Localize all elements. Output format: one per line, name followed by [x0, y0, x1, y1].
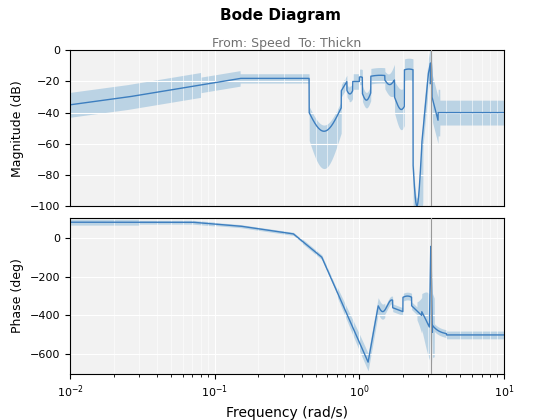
Y-axis label: Phase (deg): Phase (deg) — [11, 259, 24, 333]
Title: From: Speed  To: Thickn: From: Speed To: Thickn — [212, 37, 362, 50]
Y-axis label: Magnitude (dB): Magnitude (dB) — [11, 80, 24, 176]
Text: Bode Diagram: Bode Diagram — [220, 8, 340, 24]
X-axis label: Frequency (rad/s): Frequency (rad/s) — [226, 406, 348, 420]
